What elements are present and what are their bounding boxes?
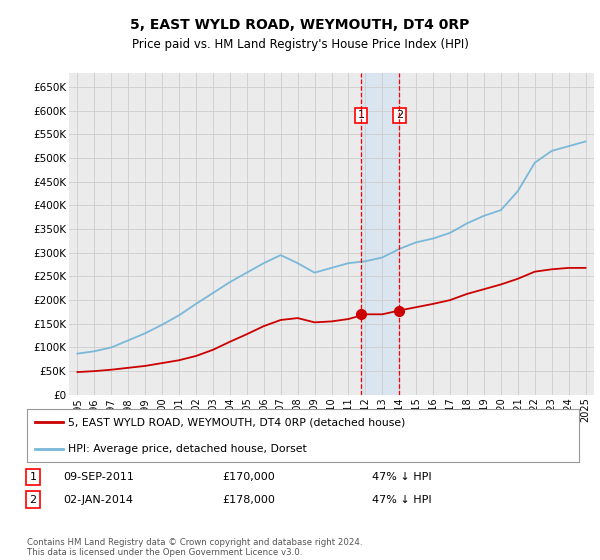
Text: 5, EAST WYLD ROAD, WEYMOUTH, DT4 0RP: 5, EAST WYLD ROAD, WEYMOUTH, DT4 0RP <box>130 18 470 32</box>
Text: 02-JAN-2014: 02-JAN-2014 <box>63 494 133 505</box>
Text: 47% ↓ HPI: 47% ↓ HPI <box>372 494 431 505</box>
Text: HPI: Average price, detached house, Dorset: HPI: Average price, detached house, Dors… <box>68 444 307 454</box>
Text: £178,000: £178,000 <box>222 494 275 505</box>
Text: Contains HM Land Registry data © Crown copyright and database right 2024.
This d: Contains HM Land Registry data © Crown c… <box>27 538 362 557</box>
Text: £170,000: £170,000 <box>222 472 275 482</box>
Text: 47% ↓ HPI: 47% ↓ HPI <box>372 472 431 482</box>
Text: 1: 1 <box>29 472 37 482</box>
Text: 09-SEP-2011: 09-SEP-2011 <box>63 472 134 482</box>
Text: 2: 2 <box>29 494 37 505</box>
Text: 5, EAST WYLD ROAD, WEYMOUTH, DT4 0RP (detached house): 5, EAST WYLD ROAD, WEYMOUTH, DT4 0RP (de… <box>68 417 406 427</box>
Text: 1: 1 <box>358 110 365 120</box>
Text: 2: 2 <box>395 110 403 120</box>
Text: Price paid vs. HM Land Registry's House Price Index (HPI): Price paid vs. HM Land Registry's House … <box>131 38 469 52</box>
Bar <box>361 73 399 395</box>
